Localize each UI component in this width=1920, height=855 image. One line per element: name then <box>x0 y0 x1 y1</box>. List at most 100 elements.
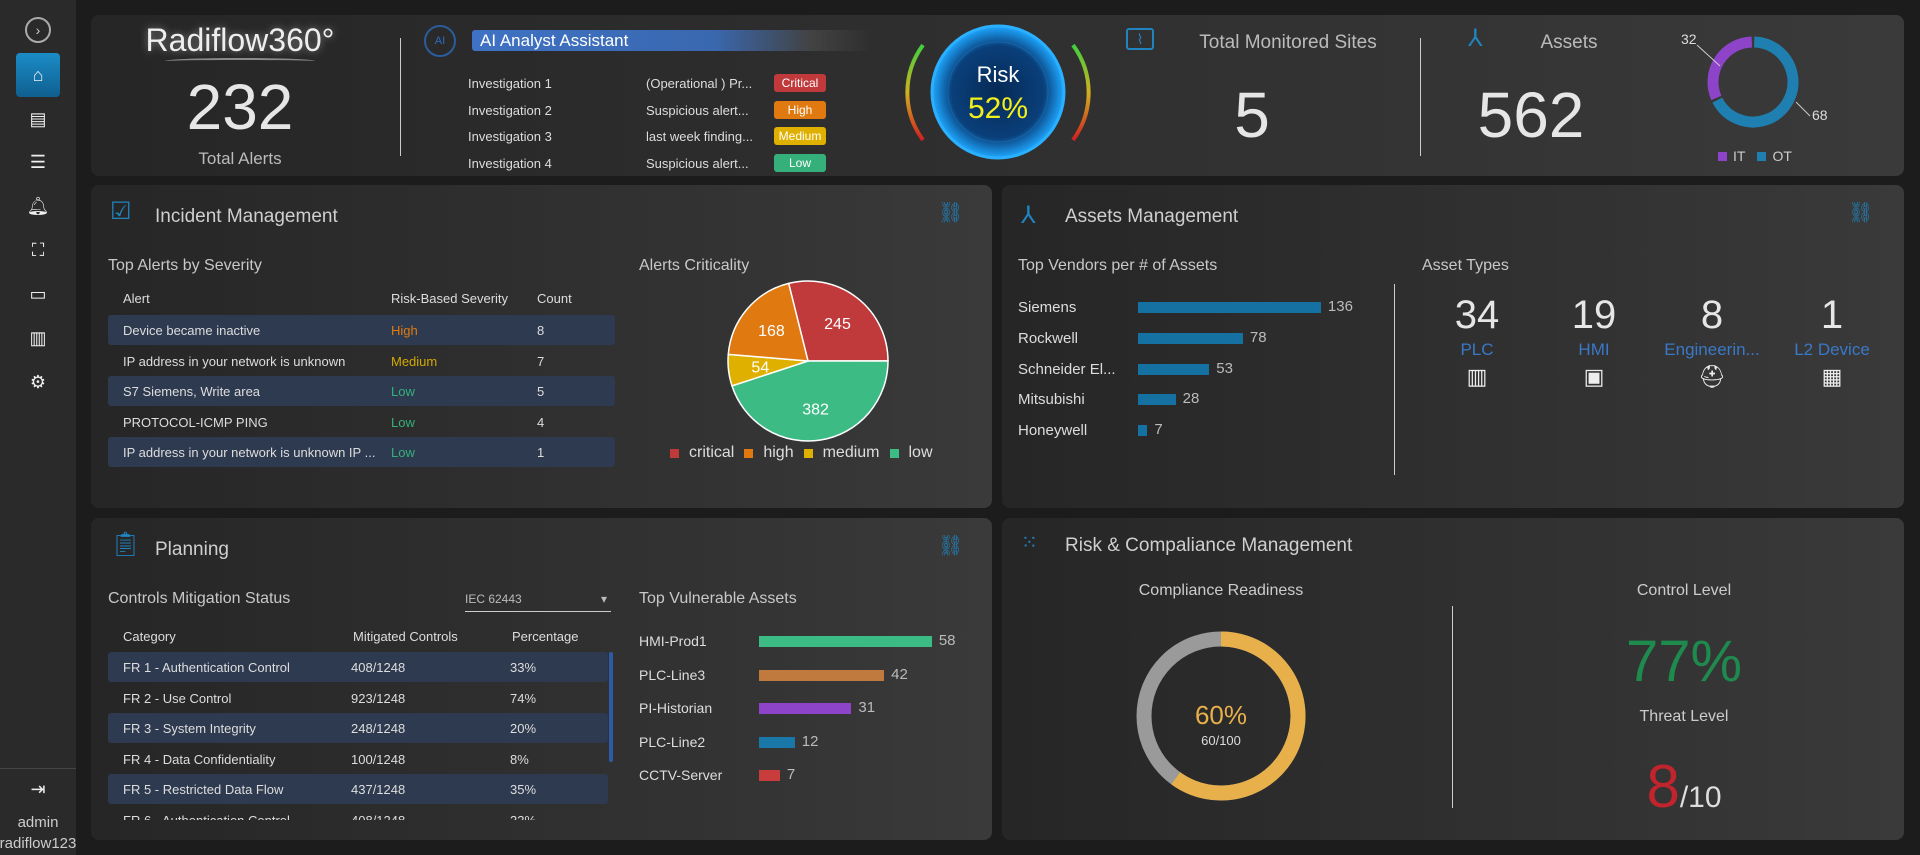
investigation-desc[interactable]: Suspicious alert... <box>646 102 749 118</box>
engineer-helmet-icon: ⛑ <box>1698 364 1726 389</box>
link-icon[interactable]: ⛓ <box>938 535 964 557</box>
chip-icon: ▦ <box>1821 364 1843 389</box>
donut-segment-it[interactable] <box>1707 36 1753 101</box>
bell-icon[interactable]: 🔔︎ <box>26 195 50 216</box>
monitor-icon[interactable]: ▭ <box>29 283 47 304</box>
standard-select[interactable]: IEC 62443 ▾ <box>465 592 611 612</box>
col-mitigated: Mitigated Controls <box>353 629 458 644</box>
control-percentage: 33% <box>510 660 537 675</box>
bar[interactable] <box>759 669 885 681</box>
bar-value-label: 42 <box>891 665 908 683</box>
bar[interactable] <box>1138 425 1148 437</box>
legend-swatch <box>670 448 679 458</box>
table-row[interactable]: PROTOCOL-ICMP PING Low 4 <box>108 407 615 437</box>
it-ot-donut[interactable]: 32 68 <box>1670 20 1840 145</box>
assets-value[interactable]: 562 <box>1477 79 1585 151</box>
reports-icon[interactable]: ▤ <box>29 108 47 129</box>
radiflow-logo: Radiflow360° <box>145 22 335 58</box>
alert-name: S7 Siemens, Write area <box>123 384 261 399</box>
asset-type-count[interactable]: 8 <box>1700 293 1724 337</box>
bar-category-label: Honeywell <box>1018 422 1088 440</box>
logout-icon[interactable]: ⇥ <box>30 778 46 799</box>
asset-type-count[interactable]: 19 <box>1571 293 1617 337</box>
risk-scale-right <box>1071 43 1091 142</box>
table-row[interactable]: FR 5 - Restricted Data Flow 437/1248 35% <box>108 774 608 804</box>
bar[interactable] <box>759 770 780 781</box>
pie-slice-high[interactable] <box>727 282 809 362</box>
map-icon[interactable]: ▥ <box>29 327 47 348</box>
total-alerts-value[interactable]: 232 <box>186 71 294 143</box>
table-row[interactable]: FR 1 - Authentication Control 408/1248 33% <box>108 652 608 682</box>
link-icon[interactable]: ⛓ <box>938 202 964 224</box>
donut-segment-ot[interactable] <box>1712 36 1799 128</box>
control-mitigated: 248/1248 <box>351 721 406 736</box>
compliance-donut[interactable] <box>1131 626 1311 806</box>
asset-type-count[interactable]: 34 <box>1454 293 1500 337</box>
asset-type-label[interactable]: PLC <box>1460 340 1494 359</box>
table-row[interactable]: FR 6 - Authentication Control 408/1248 33% <box>108 805 608 821</box>
criticality-pie[interactable]: 245 382 54 168 <box>720 275 900 445</box>
investigation-name[interactable]: Investigation 1 <box>468 76 552 91</box>
table-row[interactable]: FR 3 - System Integrity 248/1248 20% <box>108 713 608 743</box>
alert-count: 5 <box>537 384 545 399</box>
hmi-icon: ▣ <box>1583 364 1605 389</box>
legend-swatch-it <box>1718 151 1727 161</box>
bar[interactable] <box>759 736 795 748</box>
bar[interactable] <box>759 703 852 714</box>
bar[interactable] <box>1138 332 1243 344</box>
bar-category-label: PLC-Line2 <box>639 733 706 750</box>
threat-level-value: 8 <box>1646 753 1680 820</box>
bar-category-label: Siemens <box>1018 299 1077 316</box>
asset-type-count[interactable]: 1 <box>1820 293 1844 337</box>
table-row[interactable]: IP address in your network is unknown Med… <box>108 346 615 376</box>
pie-slice-low[interactable] <box>731 360 889 442</box>
bar[interactable] <box>1138 363 1210 375</box>
bar-category-label: Mitsubishi <box>1018 391 1085 409</box>
bar[interactable] <box>1138 302 1321 313</box>
incident-title: Incident Management <box>155 206 338 227</box>
expand-chevron-icon[interactable]: › <box>16 8 60 52</box>
clipboard-check-icon: ☑ <box>110 198 132 225</box>
table-row[interactable]: FR 4 - Data Confidentiality 100/1248 8% <box>108 744 608 774</box>
pie-slice-critical[interactable] <box>787 280 889 362</box>
sites-value[interactable]: 5 <box>1234 79 1270 151</box>
severity-badge: High <box>774 100 826 119</box>
ai-assistant-title[interactable]: AI Analyst Assistant <box>472 30 872 51</box>
table-row[interactable]: S7 Siemens, Write area Low 5 <box>108 376 615 406</box>
investigation-desc[interactable]: Suspicious alert... <box>646 155 749 171</box>
table-row[interactable]: Device became inactive High 8 <box>108 315 615 345</box>
alert-severity: Medium <box>391 353 438 369</box>
investigation-desc[interactable]: (Operational ) Pr... <box>646 76 753 91</box>
asset-type-label[interactable]: HMI <box>1578 340 1610 359</box>
alert-count: 8 <box>537 323 545 338</box>
link-icon[interactable]: ⛓ <box>1848 202 1874 224</box>
list-icon[interactable]: ☰ <box>29 151 47 172</box>
investigation-desc[interactable]: last week finding... <box>646 129 753 144</box>
bar[interactable] <box>759 636 932 647</box>
asset-type-label[interactable]: L2 Device <box>1794 340 1870 359</box>
legend-swatch <box>803 448 813 458</box>
table-row[interactable]: FR 2 - Use Control 923/1248 74% <box>108 683 608 713</box>
control-mitigated: 100/1248 <box>351 751 406 767</box>
asset-type-label[interactable]: Engineerin... <box>1664 340 1760 359</box>
legend-label: critical <box>689 444 735 461</box>
total-alerts-label: Total Alerts <box>198 149 282 168</box>
bar-value-label: 58 <box>938 632 956 649</box>
compliance-progress-arc <box>1171 631 1306 801</box>
col-category: Category <box>123 629 176 644</box>
scan-icon[interactable]: ⛶ <box>31 239 45 260</box>
bar-value-label: 31 <box>858 699 876 716</box>
scrollbar[interactable] <box>609 652 613 762</box>
bar[interactable] <box>1138 394 1176 406</box>
legend-swatch-ot <box>1757 151 1767 161</box>
investigation-name[interactable]: Investigation 3 <box>468 129 552 144</box>
severity-badge: Critical <box>774 74 826 92</box>
logo-ring <box>165 58 315 64</box>
investigation-name[interactable]: Investigation 4 <box>468 155 552 171</box>
investigation-name[interactable]: Investigation 2 <box>468 102 552 118</box>
home-icon[interactable]: ⌂ <box>16 53 60 97</box>
risk-gauge[interactable] <box>905 20 1091 170</box>
gear-icon[interactable]: ⚙ <box>29 371 47 392</box>
clipboard-list-icon: 📋︎ <box>110 531 141 558</box>
table-row[interactable]: IP address in your network is unknown IP… <box>108 437 615 467</box>
